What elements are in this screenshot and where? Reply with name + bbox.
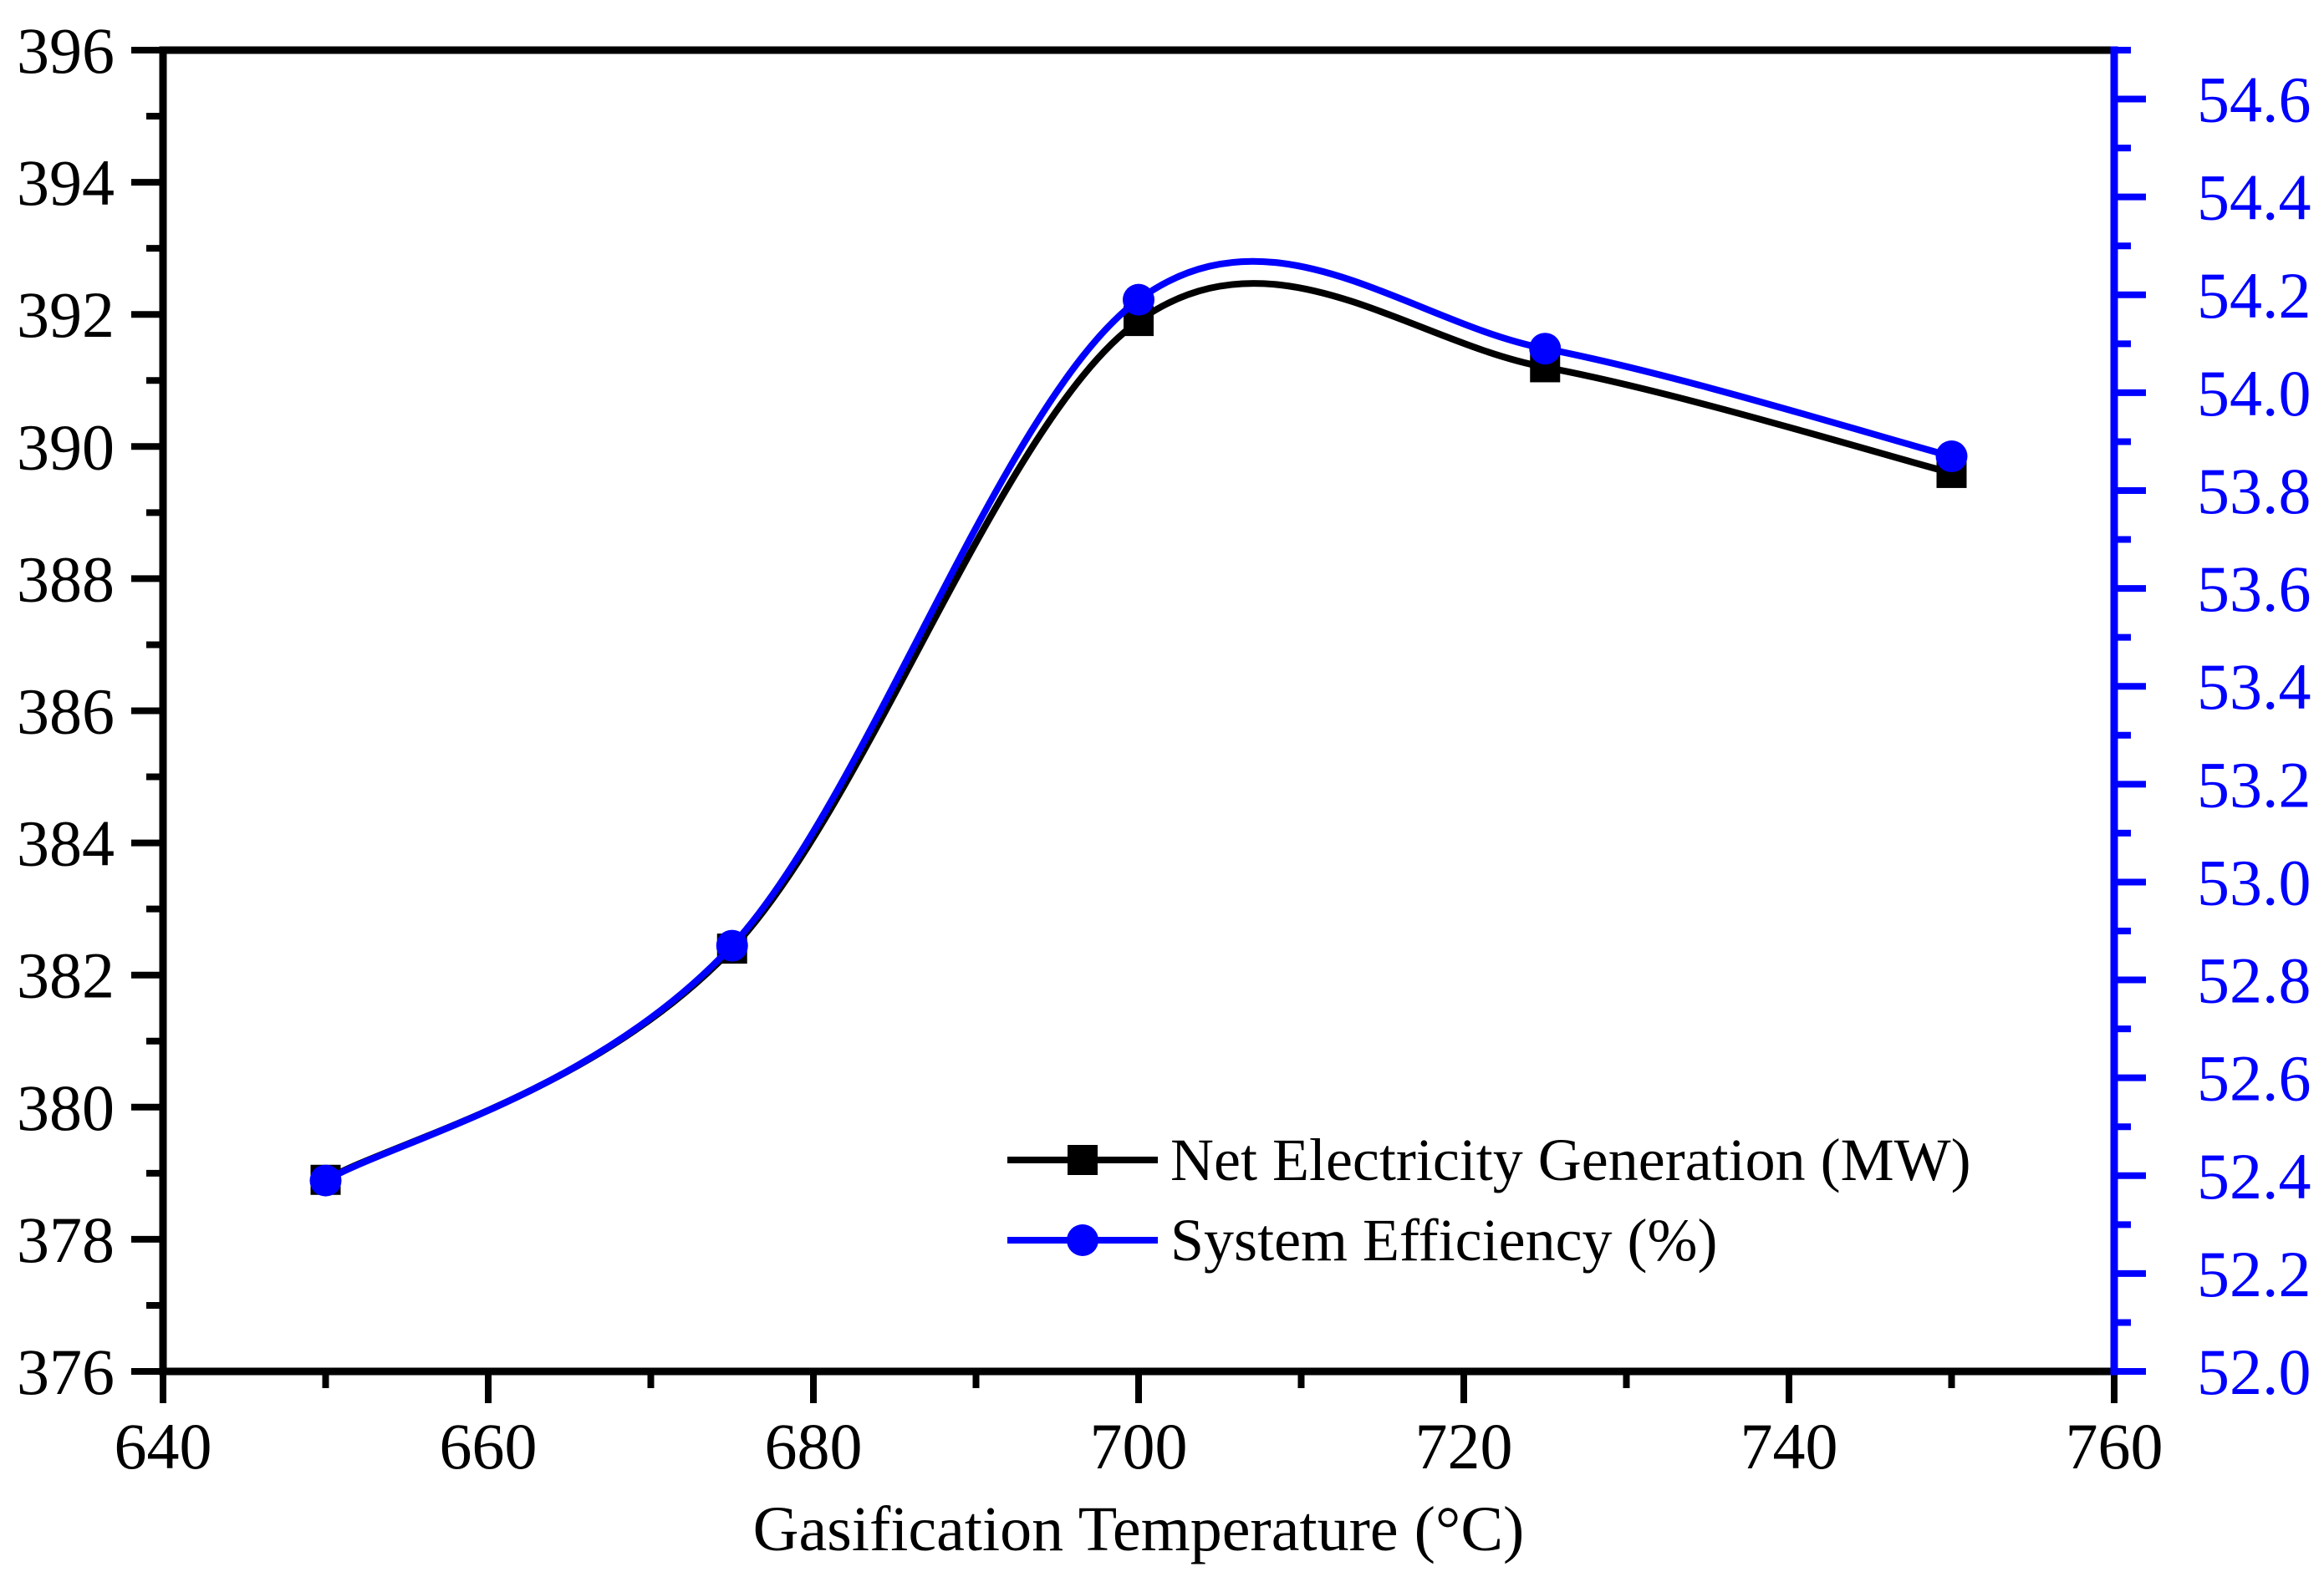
right-tick-label: 52.6 [2197, 1042, 2311, 1115]
x-axis-title: Gasification Temperature (°C) [753, 1494, 1525, 1564]
left-tick-label: 392 [17, 278, 115, 351]
right-tick-label: 53.0 [2197, 846, 2311, 918]
x-tick-label: 740 [1740, 1410, 1838, 1483]
left-tick-label: 376 [17, 1335, 115, 1408]
x-tick-label: 760 [2066, 1410, 2163, 1483]
right-tick-label: 54.0 [2197, 357, 2311, 430]
system-efficiency-line [324, 257, 1953, 1184]
left-tick-label: 386 [17, 675, 115, 748]
legend-label-system-efficiency: System Efficiency (%) [1170, 1207, 1717, 1274]
left-tick-label: 384 [17, 807, 115, 880]
data-series-layer [309, 257, 1968, 1197]
system-efficiency-marker [716, 929, 748, 962]
legend-label-net-electricity-generation: Net Electricity Generation (MW) [1170, 1127, 1971, 1193]
left-tick-label: 394 [17, 146, 115, 219]
right-tick-label: 53.2 [2197, 748, 2311, 821]
left-tick-label: 388 [17, 542, 115, 615]
right-tick-label: 52.2 [2197, 1238, 2311, 1310]
legend-item-net-electricity-generation: Net Electricity Generation (MW) [1007, 1127, 1971, 1193]
system-efficiency-marker [1935, 440, 1968, 473]
right-tick-label: 52.4 [2197, 1140, 2311, 1213]
right-tick-label: 54.4 [2197, 161, 2311, 234]
left-tick-label: 378 [17, 1203, 115, 1276]
system-efficiency-marker [1123, 283, 1154, 316]
plot-frame [159, 46, 2118, 1376]
right-tick-label: 52.0 [2197, 1335, 2311, 1408]
x-tick-label: 700 [1090, 1410, 1188, 1483]
system-efficiency-marker [1529, 333, 1562, 365]
x-tick-label: 720 [1415, 1410, 1513, 1483]
left-tick-label: 382 [17, 939, 115, 1012]
legend: Net Electricity Generation (MW) System E… [1007, 1127, 1971, 1274]
right-tick-label: 54.2 [2197, 259, 2311, 332]
x-tick-label: 660 [440, 1410, 538, 1483]
x-tick-label: 680 [765, 1410, 863, 1483]
legend-circle-marker-icon [1067, 1224, 1098, 1256]
right-tick-label: 53.6 [2197, 552, 2311, 625]
legend-square-marker-icon [1068, 1145, 1098, 1175]
system-efficiency-marker [309, 1164, 342, 1197]
x-axis-tick-labels: 640 660 680 700 720 740 760 [115, 1410, 2163, 1483]
right-tick-label: 53.8 [2197, 455, 2311, 527]
right-tick-label: 54.6 [2197, 64, 2311, 136]
x-tick-label: 640 [115, 1410, 212, 1483]
left-tick-label: 380 [17, 1071, 115, 1144]
right-tick-label: 53.4 [2197, 650, 2311, 723]
left-tick-label: 396 [17, 14, 115, 87]
left-axis-tick-labels: 376 378 380 382 384 386 388 390 392 394 396 [17, 14, 115, 1408]
right-tick-label: 52.8 [2197, 944, 2311, 1017]
left-tick-label: 390 [17, 410, 115, 483]
legend-item-system-efficiency: System Efficiency (%) [1007, 1207, 1717, 1274]
right-axis-tick-labels: 52.0 52.2 52.4 52.6 52.8 53.0 53.2 53.4 53.6 53.8… [2197, 64, 2311, 1408]
